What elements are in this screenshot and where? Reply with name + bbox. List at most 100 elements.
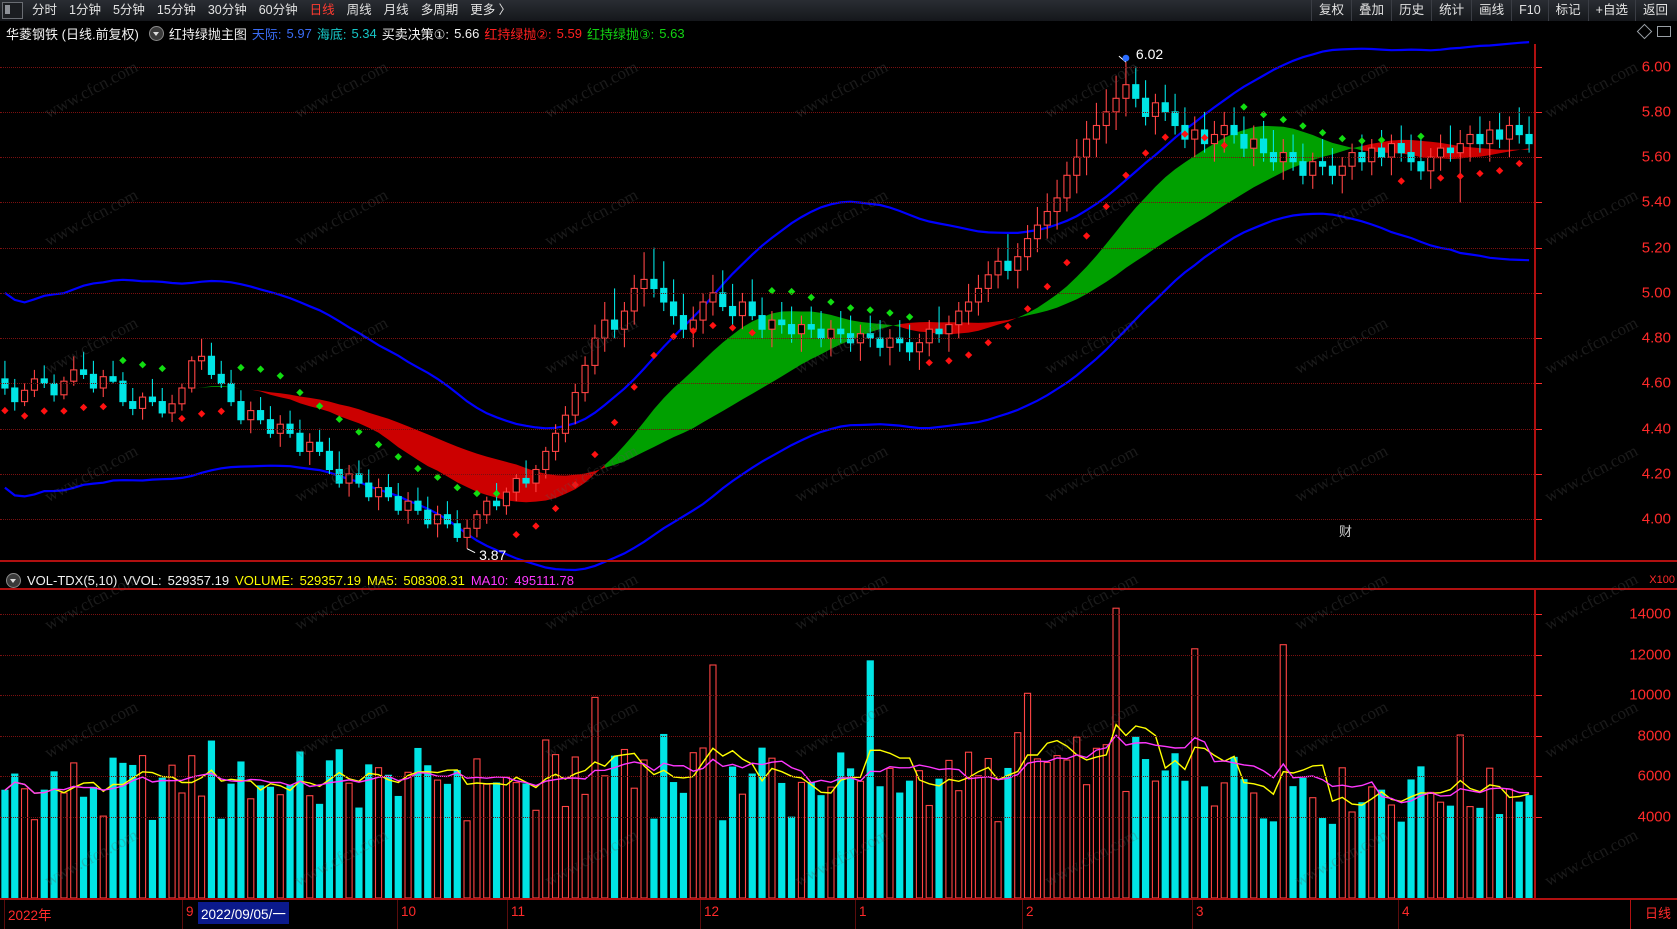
- date-axis[interactable]: 日线 2022年 9 10 11 12 1 2 3 4 2022/09/05/一: [0, 898, 1677, 929]
- candlestick[interactable]: [1456, 143, 1464, 154]
- candlestick[interactable]: [1043, 210, 1051, 226]
- candlestick[interactable]: [1210, 133, 1219, 145]
- candlestick[interactable]: [925, 328, 933, 344]
- period-tab-0[interactable]: 分时: [32, 3, 58, 17]
- candlestick[interactable]: [1358, 152, 1366, 163]
- volume-bar[interactable]: [424, 765, 432, 899]
- candlestick[interactable]: [148, 396, 157, 403]
- candlestick[interactable]: [138, 396, 147, 409]
- volume-bar[interactable]: [1043, 761, 1051, 899]
- volume-bar[interactable]: [650, 818, 658, 899]
- candlestick[interactable]: [1269, 152, 1278, 163]
- volume-bar[interactable]: [99, 815, 107, 899]
- period-tab-7[interactable]: 周线: [346, 3, 372, 17]
- volume-bar[interactable]: [40, 789, 48, 899]
- indicator-name[interactable]: 红持绿抛主图: [168, 26, 247, 42]
- volume-chevron-down-icon[interactable]: [6, 572, 21, 588]
- volume-bar[interactable]: [365, 764, 373, 899]
- candlestick[interactable]: [542, 450, 550, 471]
- volume-bar[interactable]: [807, 781, 815, 899]
- volume-bar[interactable]: [748, 773, 756, 899]
- volume-bar[interactable]: [463, 820, 471, 899]
- candlestick[interactable]: [1220, 124, 1228, 136]
- volume-bar[interactable]: [148, 819, 157, 899]
- candlestick[interactable]: [424, 509, 432, 525]
- action-f10[interactable]: F10: [1511, 0, 1548, 21]
- period-tab-2[interactable]: 5分钟: [112, 3, 145, 17]
- candlestick[interactable]: [886, 337, 894, 348]
- volume-bar[interactable]: [797, 781, 806, 899]
- volume-bar[interactable]: [483, 783, 491, 899]
- candlestick[interactable]: [561, 414, 570, 434]
- volume-bar[interactable]: [286, 784, 294, 899]
- candlestick[interactable]: [227, 382, 235, 403]
- candlestick[interactable]: [1073, 156, 1081, 176]
- candlestick[interactable]: [325, 450, 334, 471]
- candlestick[interactable]: [1299, 161, 1307, 176]
- volume-bar[interactable]: [306, 795, 314, 899]
- candlestick[interactable]: [984, 274, 992, 289]
- volume-bar[interactable]: [925, 804, 933, 899]
- volume-bar[interactable]: [817, 795, 825, 899]
- volume-bar[interactable]: [1151, 780, 1160, 899]
- volume-bar[interactable]: [20, 788, 29, 899]
- volume-bar[interactable]: [542, 739, 550, 899]
- volume-bar[interactable]: [581, 793, 589, 899]
- candlestick[interactable]: [1063, 174, 1071, 199]
- candlestick[interactable]: [1171, 111, 1179, 127]
- volume-bar[interactable]: [738, 793, 747, 899]
- candlestick[interactable]: [1466, 133, 1474, 145]
- volume-bar[interactable]: [1014, 732, 1022, 899]
- candlestick[interactable]: [50, 382, 58, 396]
- candlestick[interactable]: [1082, 138, 1091, 158]
- candlestick[interactable]: [522, 477, 530, 484]
- volume-bar[interactable]: [1063, 759, 1071, 899]
- volume-bar[interactable]: [1240, 779, 1248, 899]
- volume-bar[interactable]: [512, 782, 520, 899]
- volume-bar[interactable]: [532, 809, 540, 899]
- volume-bar[interactable]: [443, 783, 452, 899]
- candlestick[interactable]: [158, 401, 166, 414]
- volume-bar[interactable]: [50, 771, 58, 899]
- volume-bar[interactable]: [699, 747, 707, 899]
- volume-bar[interactable]: [915, 770, 924, 899]
- volume-bar[interactable]: [728, 766, 737, 899]
- period-tab-5[interactable]: 60分钟: [258, 3, 298, 17]
- volume-bar[interactable]: [669, 782, 678, 899]
- candlestick[interactable]: [778, 319, 786, 326]
- candlestick[interactable]: [1407, 152, 1415, 163]
- candlestick[interactable]: [994, 260, 1002, 276]
- candlestick[interactable]: [571, 391, 579, 416]
- volume-bar[interactable]: [719, 820, 727, 899]
- candlestick[interactable]: [1486, 129, 1494, 145]
- candlestick[interactable]: [197, 355, 206, 362]
- volume-bar[interactable]: [266, 786, 275, 899]
- candlestick[interactable]: [473, 514, 481, 529]
- volume-bar[interactable]: [905, 780, 914, 899]
- candlestick[interactable]: [414, 500, 422, 511]
- volume-bar[interactable]: [856, 780, 865, 899]
- candlestick[interactable]: [669, 301, 678, 317]
- candlestick[interactable]: [502, 491, 511, 507]
- action-fuquan[interactable]: 复权: [1311, 0, 1351, 21]
- period-tab-1[interactable]: 1分钟: [69, 3, 101, 17]
- candlestick[interactable]: [1318, 161, 1327, 167]
- candlestick[interactable]: [492, 500, 501, 507]
- candlestick[interactable]: [699, 301, 707, 321]
- volume-bar[interactable]: [846, 768, 855, 899]
- volume-bar[interactable]: [1250, 792, 1258, 899]
- candlestick[interactable]: [1368, 147, 1376, 163]
- candlestick[interactable]: [1417, 161, 1425, 172]
- candlestick[interactable]: [60, 380, 68, 396]
- period-tab-3[interactable]: 15分钟: [156, 3, 196, 17]
- volume-bar[interactable]: [404, 771, 412, 899]
- volume-bar[interactable]: [158, 777, 166, 899]
- candlestick[interactable]: [1515, 124, 1523, 136]
- volume-bar[interactable]: [1023, 692, 1032, 899]
- candlestick[interactable]: [30, 378, 39, 391]
- volume-bar[interactable]: [984, 757, 992, 899]
- candlestick[interactable]: [345, 473, 353, 484]
- volume-bar[interactable]: [1466, 806, 1474, 899]
- volume-bar[interactable]: [837, 752, 845, 899]
- volume-bar[interactable]: [345, 782, 353, 899]
